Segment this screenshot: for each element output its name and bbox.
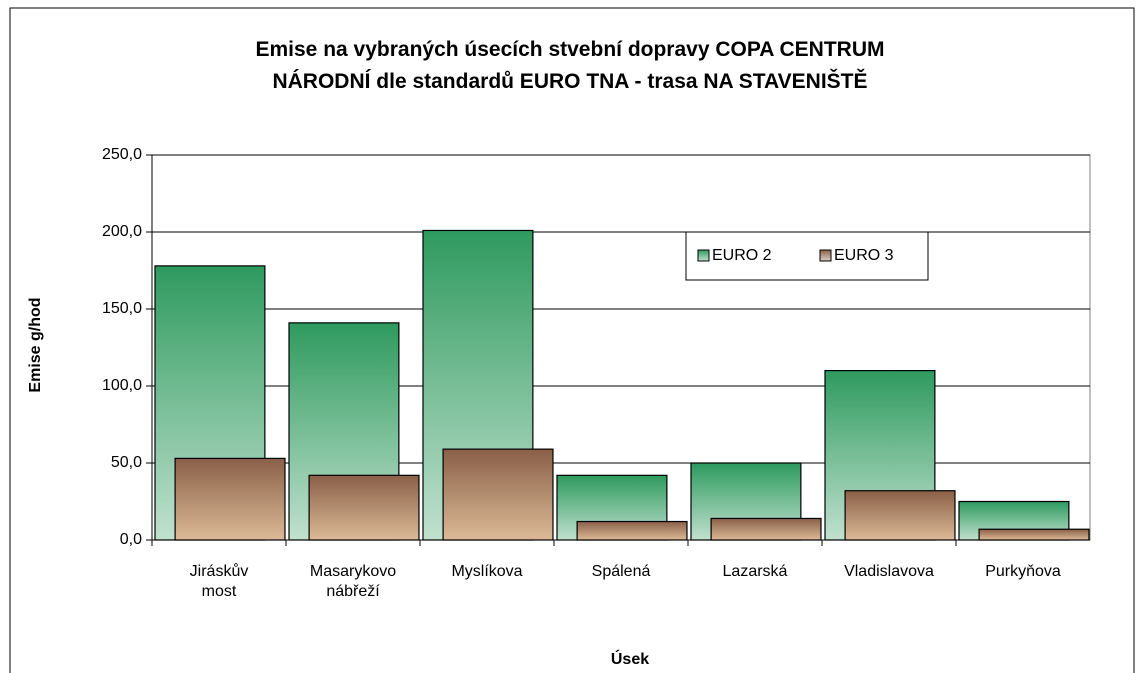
x-axis-label: Úsek [611, 649, 649, 668]
bar [308, 474, 420, 541]
y-tick-label: 0,0 [120, 531, 142, 548]
x-tick-label: Myslíkova [451, 563, 523, 580]
bar [844, 490, 956, 541]
bar [442, 448, 554, 541]
x-tick-label: Masarykovo nábřeží [309, 563, 397, 600]
bar [710, 517, 822, 541]
y-tick-label: 50,0 [111, 454, 142, 471]
legend-box [685, 231, 929, 281]
x-tick-label: Spálená [591, 563, 651, 580]
y-tick-label: 100,0 [102, 377, 142, 394]
legend-swatch [819, 249, 832, 262]
x-tick-label: Purkyňova [985, 563, 1061, 580]
chart-frame [9, 7, 1135, 673]
y-tick-label: 200,0 [102, 223, 142, 240]
x-tick-label: Lazarská [722, 563, 788, 580]
legend-swatch [697, 249, 710, 262]
x-tick-label: Vladislavova [844, 563, 934, 580]
legend-label: EURO 3 [834, 247, 894, 264]
y-tick-label: 150,0 [102, 300, 142, 317]
y-tick-label: 250,0 [102, 146, 142, 163]
y-axis-label: Emise g/hod [27, 297, 44, 392]
x-tick-label: Jiráskův most [189, 563, 249, 600]
legend-label: EURO 2 [712, 247, 772, 264]
chart-title: Emise na vybraných úsecích stvební dopra… [255, 38, 885, 93]
bar [174, 457, 286, 541]
bar [978, 528, 1090, 541]
bar [576, 520, 688, 541]
